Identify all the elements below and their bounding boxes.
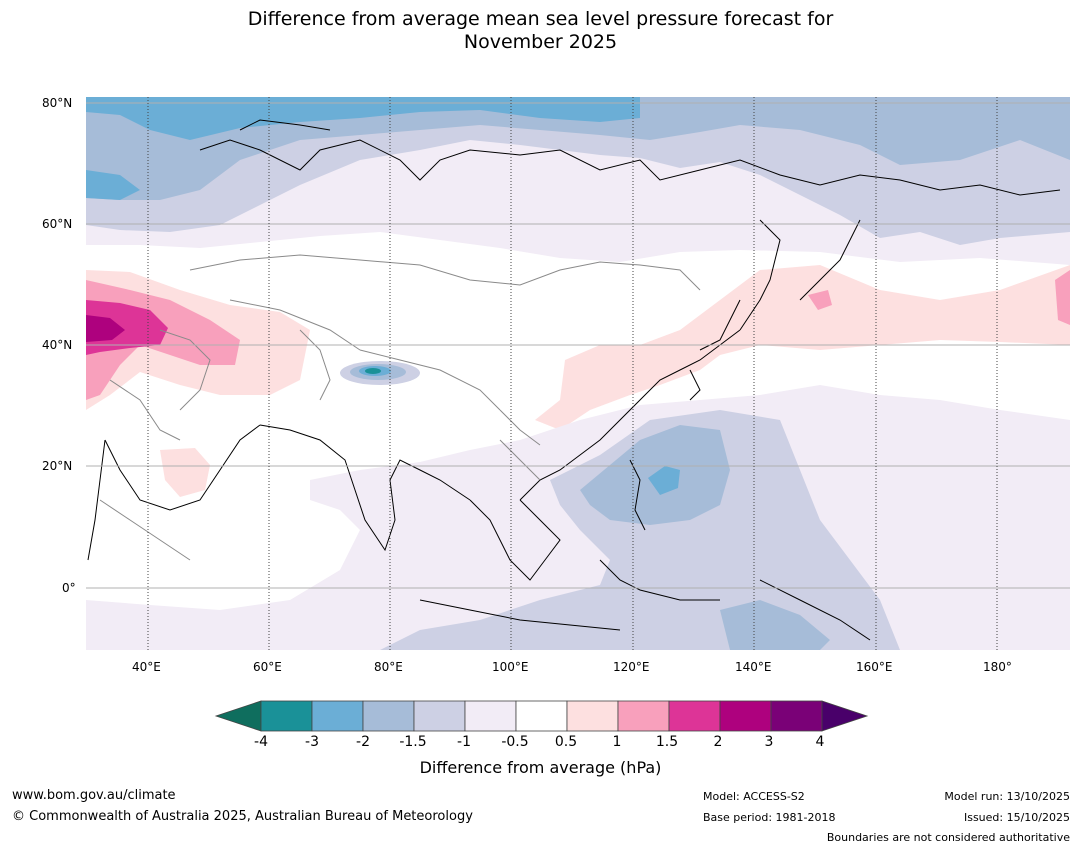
colorbar-over-arrow	[821, 700, 869, 732]
lat-label-0: 0°	[62, 581, 76, 595]
colorbar-tick: -1	[457, 734, 471, 750]
colorbar-under-arrow	[214, 700, 262, 732]
lon-label-100e: 100°E	[492, 660, 529, 674]
colorbar-segment	[311, 700, 364, 732]
lon-label-140e: 140°E	[735, 660, 772, 674]
footer-model: Model: ACCESS-S2	[703, 790, 805, 803]
colorbar-segment	[770, 700, 823, 732]
title-line-2: November 2025	[463, 31, 618, 53]
contour-north-neg-3	[86, 97, 640, 140]
footer-website: www.bom.gov.au/climate	[12, 788, 176, 803]
colorbar-segment	[362, 700, 415, 732]
pressure-anomaly-field	[86, 97, 1070, 650]
colorbar-segment	[617, 700, 670, 732]
lon-label-40e: 40°E	[132, 660, 161, 674]
contour-pacific-pos-1b	[1055, 270, 1070, 325]
lon-label-180: 180°	[983, 660, 1012, 674]
colorbar-tick: -0.5	[501, 734, 529, 750]
colorbar-segment	[668, 700, 721, 732]
contour-north-neg-3b	[86, 170, 140, 200]
contour-arabia-pos	[160, 448, 210, 497]
contour-indonesia-neg-2	[720, 600, 830, 650]
contour-south-neg-3	[648, 466, 680, 495]
colorbar-segment	[413, 700, 466, 732]
colorbar-segment	[260, 700, 313, 732]
lon-label-80e: 80°E	[374, 660, 403, 674]
colorbar-segment	[464, 700, 517, 732]
colorbar-tick: -4	[254, 734, 268, 750]
colorbar-segment	[515, 700, 568, 732]
lat-label-20n: 20°N	[42, 459, 73, 473]
colorbar-tick: -2	[356, 734, 370, 750]
footer-copyright: © Commonwealth of Australia 2025, Austra…	[12, 809, 473, 824]
contour-west-pos-2	[86, 315, 125, 342]
lon-label-120e: 120°E	[613, 660, 650, 674]
longitude-gridlines	[147, 97, 998, 650]
lat-label-80n: 80°N	[42, 96, 73, 110]
footer-boundaries-note: Boundaries are not considered authoritat…	[826, 831, 1070, 844]
lat-label-40n: 40°N	[42, 338, 73, 352]
footer-base-period: Base period: 1981-2018	[703, 811, 836, 824]
contour-south-neg-1.5	[380, 410, 900, 650]
colorbar-tick: -3	[305, 734, 319, 750]
colorbar-tick: 1.5	[655, 734, 679, 750]
colorbar-segment	[719, 700, 772, 732]
contour-pacific-pos-0.5	[535, 265, 1070, 430]
footer-issued: Issued: 15/10/2025	[963, 811, 1070, 824]
lon-label-160e: 160°E	[856, 660, 893, 674]
colorbar-tick: 4	[815, 734, 825, 750]
contour-pacific-pos-1	[808, 290, 832, 310]
colorbar-tick: 3	[764, 734, 774, 750]
country-borders	[99, 254, 701, 561]
map-title: Difference from average mean sea level p…	[0, 8, 1081, 54]
colorbar-tick: 2	[713, 734, 723, 750]
lon-label-60e: 60°E	[253, 660, 282, 674]
coastlines	[87, 119, 1061, 641]
footer-model-run: Model run: 13/10/2025	[944, 790, 1070, 803]
contour-north-neg-2	[86, 97, 1070, 200]
latitude-gridlines	[86, 102, 1070, 589]
contour-tibet-neg-4	[365, 368, 381, 374]
lat-label-60n: 60°N	[42, 217, 73, 231]
colorbar-label: Difference from average (hPa)	[419, 758, 662, 777]
colorbar-tick: -1.5	[399, 734, 427, 750]
title-line-1: Difference from average mean sea level p…	[247, 8, 834, 30]
colorbar	[214, 700, 869, 732]
colorbar-tick: 1	[612, 734, 622, 750]
colorbar-tick: 0.5	[554, 734, 578, 750]
colorbar-segment	[566, 700, 619, 732]
